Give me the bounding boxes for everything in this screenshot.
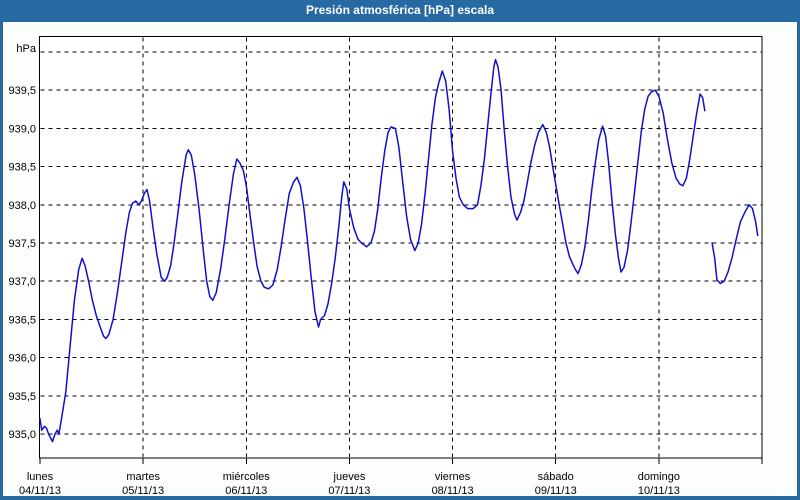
y-axis-tick-label: 939,0 (8, 123, 36, 135)
y-axis-tick-label: 937,5 (8, 238, 36, 250)
y-axis-tick-label: 935,0 (8, 429, 36, 441)
x-day-date-label: 07/11/13 (328, 485, 370, 497)
y-axis-tick-label: 935,5 (8, 391, 36, 403)
y-axis-tick-label: 936,5 (8, 314, 36, 326)
x-day-name-label: lunes (27, 471, 54, 483)
x-day-date-label: 05/11/13 (122, 485, 164, 497)
x-day-date-label: 06/11/13 (225, 485, 267, 497)
x-day-date-label: 04/11/13 (19, 485, 61, 497)
x-day-name-label: domingo (638, 471, 680, 483)
x-day-date-label: 08/11/13 (432, 485, 474, 497)
y-axis-tick-label: 938,5 (8, 162, 36, 174)
pressure-line (39, 58, 759, 443)
x-day-name-label: miércoles (223, 471, 271, 483)
titlebar: Presión atmosférica [hPa] escala (0, 0, 800, 22)
y-axis-tick-label: 937,0 (8, 276, 36, 288)
x-day-name-label: jueves (333, 471, 366, 483)
x-day-name-label: sábado (538, 471, 574, 483)
y-axis-unit-label: hPa (16, 43, 36, 55)
x-day-date-label: 10/11/13 (638, 485, 680, 497)
x-day-name-label: martes (126, 471, 160, 483)
x-day-date-label: 09/11/13 (535, 485, 577, 497)
window-title: Presión atmosférica [hPa] escala (305, 3, 495, 17)
y-axis-tick-label: 939,5 (8, 85, 36, 97)
plot-border (39, 36, 763, 459)
y-axis-tick-label: 938,0 (8, 200, 36, 212)
x-day-name-label: viernes (435, 471, 471, 483)
y-axis-tick-label: 936,0 (8, 353, 36, 365)
